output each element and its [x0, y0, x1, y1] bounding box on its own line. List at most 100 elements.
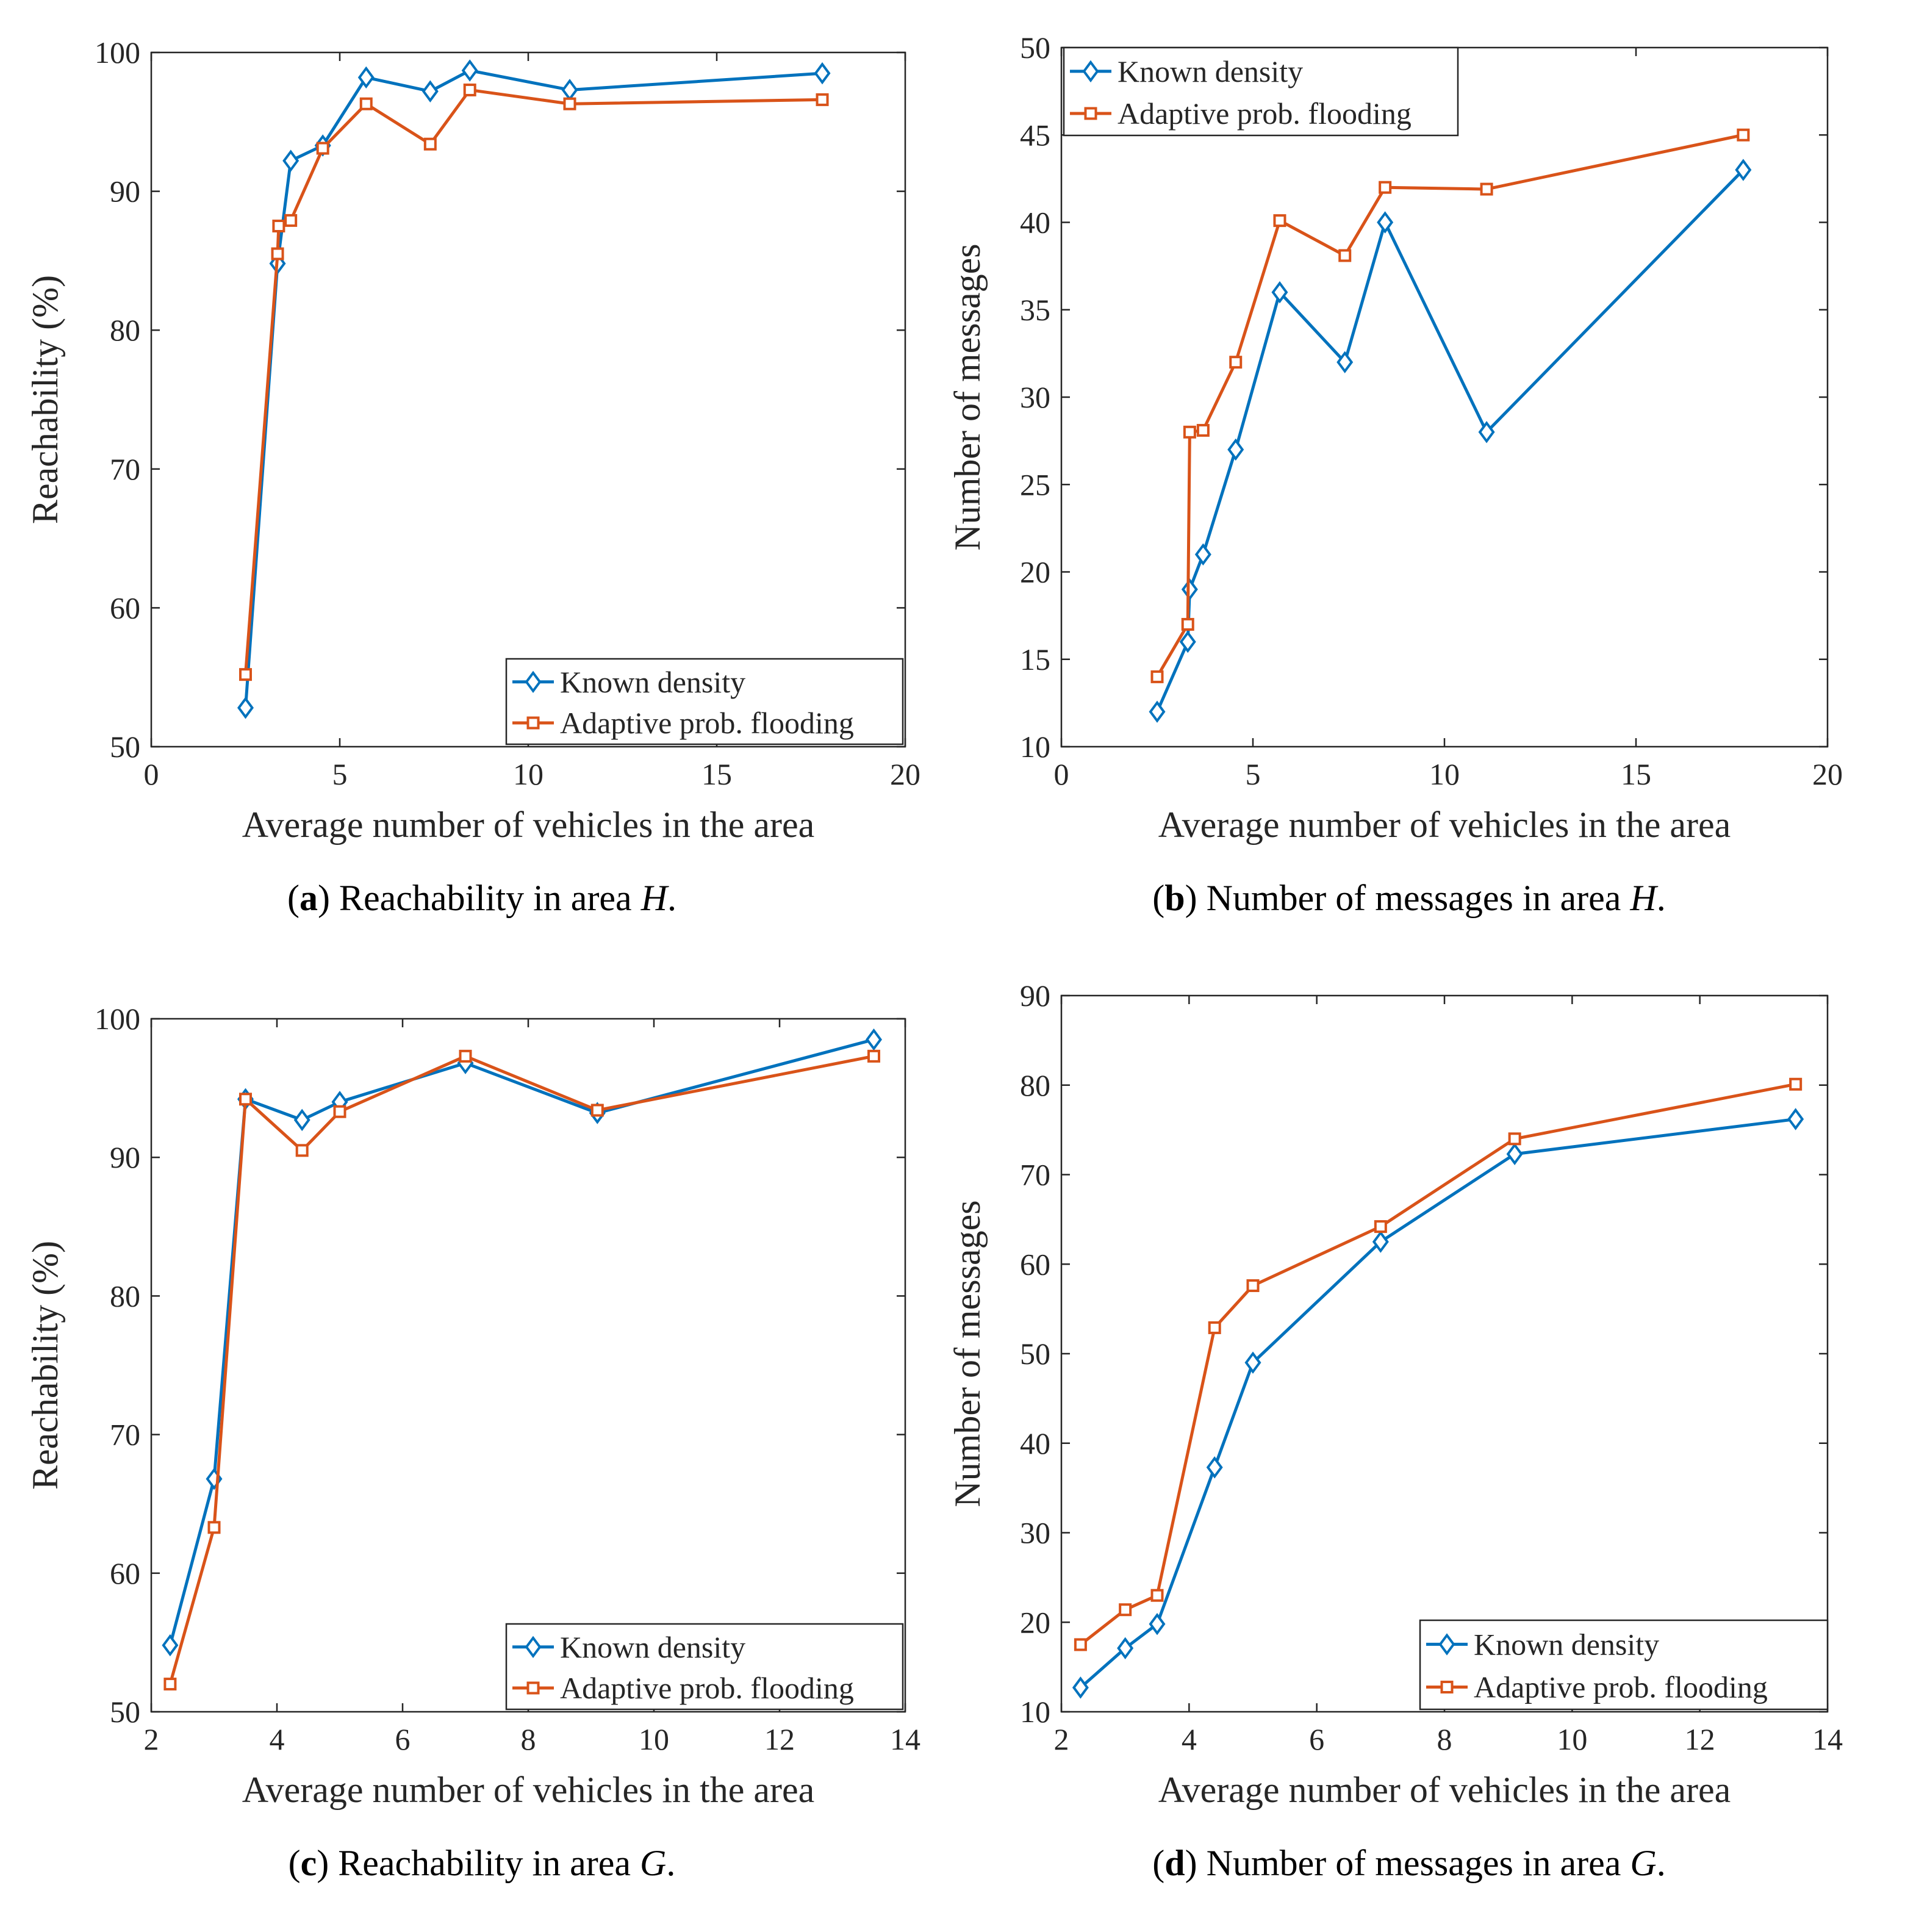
data-point-adaptive: [1374, 1220, 1387, 1234]
data-point-adaptive: [1789, 1077, 1803, 1091]
x-axis-label: Average number of vehicles in the area: [242, 1770, 814, 1810]
y-tick-label: 50: [110, 1695, 140, 1729]
data-point-adaptive: [239, 1093, 252, 1106]
data-point-adaptive: [1273, 214, 1286, 228]
data-point-adaptive: [359, 97, 373, 110]
data-point-known: [422, 80, 439, 102]
data-point-known: [1227, 438, 1244, 461]
legend-marker-known: [525, 1636, 542, 1659]
caption-letter: c: [301, 1843, 317, 1883]
y-tick-label: 90: [110, 174, 140, 209]
series-line-known: [168, 1038, 875, 1646]
series-line-adaptive: [244, 88, 823, 675]
x-axis-label: Average number of vehicles in the area: [1158, 1770, 1731, 1810]
data-point-adaptive: [316, 142, 329, 155]
data-point-known: [1787, 1108, 1804, 1130]
y-tick-label: 15: [1020, 642, 1050, 677]
data-point-known: [162, 1634, 179, 1657]
x-axis-label: Average number of vehicles in the area: [242, 805, 814, 845]
x-tick-label: 10: [1429, 757, 1460, 791]
y-tick-label: 25: [1020, 467, 1050, 501]
chart-caption: (b) Number of messages in area H.: [1152, 878, 1665, 918]
data-point-adaptive: [1074, 1638, 1087, 1651]
caption-letter: b: [1164, 878, 1185, 918]
data-point-known: [1377, 211, 1394, 234]
data-point-known: [461, 59, 478, 82]
data-point-adaptive: [163, 1678, 177, 1691]
chart-panel-b: 0 5 10 15 20 10 15 20 25 30 35 40 45 50 Average number…: [947, 31, 1843, 918]
legend-label-adaptive: Adaptive prob. flooding: [560, 1671, 854, 1705]
data-point-adaptive: [816, 93, 829, 106]
x-tick-label: 5: [332, 757, 348, 791]
y-tick-label: 70: [110, 452, 140, 486]
data-point-known: [1206, 1456, 1223, 1479]
x-tick-label: 2: [144, 1722, 159, 1756]
y-tick-label: 10: [1020, 1695, 1050, 1729]
data-point-known: [1506, 1143, 1523, 1165]
y-tick-label: 40: [1020, 1426, 1050, 1460]
chart-panel-a: 0 5 10 15 20 50 60 70 80 90 100 Average number of v…: [25, 35, 920, 918]
data-point-adaptive: [423, 137, 437, 151]
y-tick-label: 80: [1020, 1068, 1050, 1102]
x-tick-label: 0: [144, 757, 159, 791]
data-point-known: [1149, 700, 1166, 723]
x-tick-label: 20: [890, 757, 920, 791]
caption-text: ) Number of messages in area: [1185, 1843, 1631, 1883]
x-tick-label: 10: [1557, 1722, 1587, 1756]
x-tick-label: 5: [1246, 757, 1261, 791]
data-point-adaptive: [1737, 128, 1750, 142]
y-tick-label: 40: [1020, 206, 1050, 240]
y-tick-label: 70: [1020, 1158, 1050, 1192]
chart-caption: (d) Number of messages in area G.: [1152, 1843, 1665, 1883]
caption-period: .: [666, 1843, 675, 1883]
data-point-known: [1117, 1637, 1134, 1660]
data-point-adaptive: [1338, 249, 1352, 262]
series-line-known: [1155, 168, 1745, 713]
legend-box: [1063, 46, 1459, 137]
caption-paren: (: [289, 1843, 301, 1883]
x-tick-label: 2: [1054, 1722, 1069, 1756]
caption-period: .: [667, 878, 676, 918]
data-point-known: [1372, 1230, 1389, 1253]
x-tick-label: 6: [395, 1722, 411, 1756]
data-point-adaptive: [1150, 1589, 1164, 1602]
series-line-known: [244, 69, 823, 708]
y-tick-label: 45: [1020, 118, 1050, 152]
y-tick-label: 20: [1020, 555, 1050, 589]
legend-label-known: Known density: [560, 665, 745, 699]
caption-paren: (: [1152, 878, 1164, 918]
series-line-adaptive: [168, 1054, 874, 1685]
legend-label-known: Known density: [560, 1630, 745, 1664]
caption-text: ) Number of messages in area: [1185, 878, 1631, 918]
x-tick-label: 15: [701, 757, 732, 791]
data-point-adaptive: [867, 1049, 880, 1063]
x-tick-label: 4: [1182, 1722, 1197, 1756]
data-point-known: [561, 79, 578, 101]
data-point-adaptive: [284, 214, 298, 227]
legend-label-known: Known density: [1118, 54, 1303, 88]
data-point-known: [1336, 351, 1354, 373]
y-axis-label: Reachability (%): [25, 1241, 65, 1490]
x-tick-label: 14: [1812, 1722, 1843, 1756]
data-point-known: [1179, 630, 1196, 653]
x-tick-label: 8: [521, 1722, 536, 1756]
x-tick-label: 10: [639, 1722, 669, 1756]
series-line-adaptive: [1155, 133, 1744, 678]
data-point-adaptive: [271, 247, 284, 260]
data-point-adaptive: [239, 668, 252, 681]
data-point-adaptive: [272, 220, 285, 232]
y-tick-label: 10: [1020, 730, 1050, 764]
data-point-known: [1072, 1676, 1089, 1699]
caption-paren: (: [1152, 1843, 1164, 1883]
legend-label-adaptive: Adaptive prob. flooding: [560, 706, 854, 740]
data-point-adaptive: [1246, 1279, 1260, 1292]
y-tick-label: 30: [1020, 1516, 1050, 1550]
legend-box: [505, 658, 904, 745]
y-tick-label: 50: [110, 730, 140, 764]
data-point-adaptive: [590, 1104, 604, 1117]
y-tick-label: 90: [110, 1140, 140, 1174]
x-tick-label: 14: [890, 1722, 920, 1756]
caption-var: G: [1630, 1843, 1656, 1883]
y-axis-label: Number of messages: [947, 1200, 988, 1507]
